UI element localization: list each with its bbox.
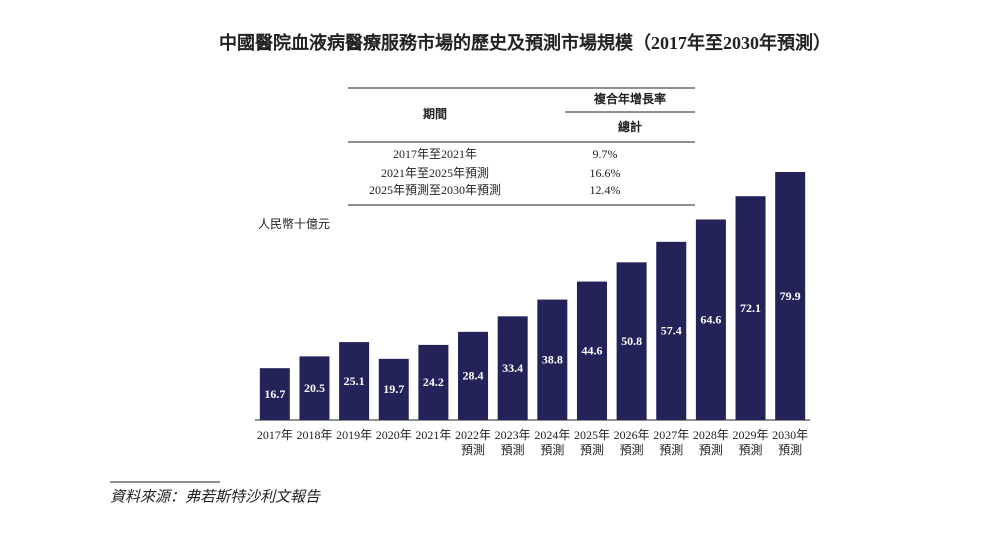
value-label: 25.1: [344, 374, 365, 388]
bar: [378, 358, 409, 420]
bar: [418, 344, 449, 420]
value-label: 64.6: [700, 312, 721, 326]
value-label: 20.5: [304, 381, 325, 395]
bar: [537, 299, 568, 420]
bar: [458, 331, 489, 420]
y-axis-label: 人民幣十億元: [258, 217, 330, 231]
x-tick-note: 預測: [461, 443, 485, 457]
x-tick-note: 預測: [699, 443, 723, 457]
bar: [259, 368, 290, 420]
value-label: 38.8: [542, 353, 563, 367]
x-tick-label: 2017年: [257, 428, 293, 442]
table-header: 總計: [618, 119, 642, 134]
value-label: 33.4: [502, 361, 523, 375]
bar: [576, 281, 607, 420]
table-cell: 2021年至2025年預測: [381, 166, 489, 180]
x-tick-note: 預測: [501, 443, 525, 457]
x-tick-label: 2026年: [614, 428, 650, 442]
value-label: 44.6: [581, 344, 602, 358]
bar: [695, 219, 726, 420]
x-tick-label: 2022年: [455, 428, 491, 442]
x-tick-label: 2019年: [336, 428, 372, 442]
bar: [735, 196, 766, 420]
table-cell: 16.6%: [590, 166, 621, 180]
x-tick-label: 2029年: [733, 428, 769, 442]
value-label: 79.9: [780, 289, 801, 303]
table-cell: 12.4%: [590, 183, 621, 197]
bar: [775, 172, 806, 420]
x-tick-label: 2018年: [296, 428, 332, 442]
value-label: 28.4: [463, 369, 484, 383]
value-label: 50.8: [621, 334, 642, 348]
bar: [299, 356, 330, 420]
source-note: 資料來源：弗若斯特沙利文報告: [110, 488, 321, 505]
x-tick-label: 2020年: [376, 428, 412, 442]
value-label: 72.1: [740, 301, 761, 315]
table-cell: 2025年預測至2030年預測: [369, 183, 501, 197]
x-tick-note: 預測: [659, 443, 683, 457]
value-label: 57.4: [661, 324, 682, 338]
table-header: 期間: [423, 106, 447, 121]
x-tick-label: 2023年: [495, 428, 531, 442]
x-tick-note: 預測: [778, 443, 802, 457]
x-tick-label: 2030年: [772, 428, 808, 442]
x-tick-label: 2025年: [574, 428, 610, 442]
x-tick-note: 預測: [739, 443, 763, 457]
bar: [656, 241, 687, 420]
x-tick-label: 2024年: [534, 428, 570, 442]
bar: [616, 262, 647, 420]
cagr-table: 期間 複合年增長率 總計 2017年至2021年 9.7% 2021年至2025…: [348, 87, 695, 206]
x-tick-label: 2021年: [415, 428, 451, 442]
value-label: 19.7: [383, 382, 404, 396]
bar: [497, 316, 528, 420]
x-tick-note: 預測: [620, 443, 644, 457]
value-label: 24.2: [423, 375, 444, 389]
x-tick-label: 2028年: [693, 428, 729, 442]
chart-title: 中國醫院血液病醫療服務市場的歷史及預測市場規模（2017年至2030年預測）: [219, 32, 831, 53]
table-header: 複合年增長率: [593, 91, 666, 106]
x-tick-note: 預測: [580, 443, 604, 457]
x-tick-note: 預測: [540, 443, 564, 457]
x-tick-label: 2027年: [653, 428, 689, 442]
table-cell: 9.7%: [593, 147, 618, 161]
bar: [339, 342, 370, 420]
value-label: 16.7: [264, 387, 285, 401]
table-cell: 2017年至2021年: [393, 147, 477, 161]
